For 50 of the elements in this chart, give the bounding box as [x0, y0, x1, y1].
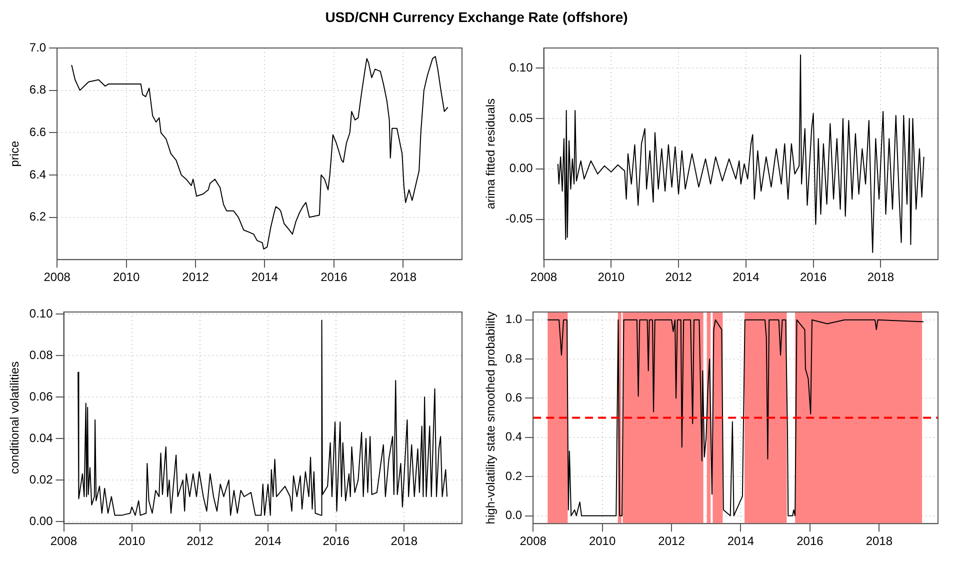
x-tick-label: 2012 — [186, 534, 214, 548]
x-tick-label: 2014 — [254, 534, 282, 548]
x-tick-label: 2014 — [251, 270, 278, 284]
y-axis-title: conditional volatilities — [8, 361, 22, 474]
y-tick-label: 0.05 — [509, 110, 534, 125]
y-tick-label: 0.10 — [509, 60, 534, 74]
x-tick-label: 2010 — [598, 270, 625, 284]
x-tick-label: 2008 — [520, 534, 547, 548]
y-tick-label: 6.6 — [29, 124, 46, 139]
x-tick-label: 2016 — [796, 534, 824, 548]
x-tick-label: 2016 — [800, 270, 827, 284]
y-axis-title: arima fitted residuals — [484, 98, 498, 210]
y-axis-title: price — [8, 140, 22, 167]
x-tick-label: 2012 — [658, 534, 686, 548]
x-tick-label: 2008 — [44, 270, 71, 284]
chart-title: USD/CNH Currency Exchange Rate (offshore) — [325, 9, 628, 25]
x-tick-label: 2016 — [320, 270, 348, 284]
x-tick-label: 2012 — [182, 270, 210, 284]
y-tick-label: 0.8 — [505, 351, 522, 366]
y-tick-label: 0.04 — [29, 430, 54, 445]
y-tick-label: 7.0 — [29, 40, 46, 54]
y-tick-label: 0.0 — [505, 508, 522, 522]
y-tick-label: 0.00 — [509, 161, 534, 176]
y-tick-label: 0.08 — [29, 348, 54, 362]
y-tick-label: 6.8 — [29, 82, 46, 97]
x-tick-label: 2014 — [727, 534, 754, 548]
y-tick-label: 6.2 — [29, 210, 46, 224]
y-tick-label: 0.00 — [29, 514, 54, 528]
y-tick-label: 0.4 — [505, 430, 522, 444]
y-axis-title: high-volatility state smoothed probability — [484, 311, 498, 524]
x-tick-label: 2018 — [390, 534, 418, 548]
x-tick-label: 2012 — [665, 270, 692, 284]
x-tick-label: 2010 — [588, 534, 616, 548]
x-tick-label: 2008 — [530, 270, 558, 284]
y-tick-label: -0.05 — [505, 212, 534, 226]
x-tick-label: 2014 — [732, 270, 760, 284]
y-tick-label: 0.6 — [505, 390, 522, 405]
x-tick-label: 2018 — [867, 270, 894, 284]
y-tick-label: 0.06 — [29, 389, 54, 404]
y-tick-label: 0.2 — [505, 468, 522, 483]
x-tick-label: 2018 — [866, 534, 893, 548]
x-tick-label: 2016 — [322, 534, 350, 548]
x-tick-label: 2010 — [112, 270, 140, 284]
y-tick-label: 6.4 — [29, 167, 46, 182]
y-tick-label: 0.10 — [29, 306, 54, 320]
x-tick-label: 2008 — [50, 534, 78, 548]
x-tick-label: 2010 — [118, 534, 146, 548]
x-tick-label: 2018 — [390, 270, 417, 284]
y-tick-label: 1.0 — [505, 312, 522, 326]
y-tick-label: 0.02 — [29, 472, 54, 486]
